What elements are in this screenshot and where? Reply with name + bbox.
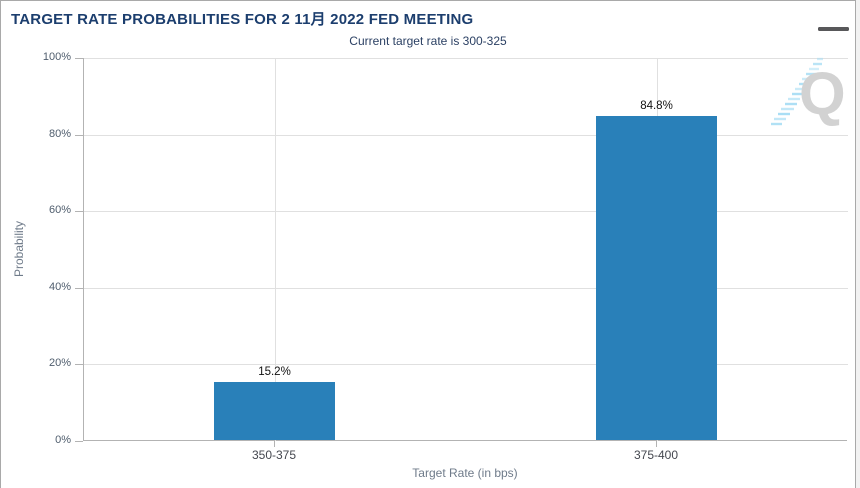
chart-title: TARGET RATE PROBABILITIES FOR 2 11月 2022…	[11, 11, 474, 28]
plot-area: 15.2% 84.8%	[75, 58, 848, 447]
y-axis-title: Probability	[12, 220, 26, 278]
hamburger-menu-icon[interactable]	[818, 14, 849, 34]
gridline	[275, 58, 276, 441]
bar-375-400[interactable]	[596, 116, 717, 440]
gridline	[84, 135, 848, 136]
y-tick	[75, 135, 83, 136]
y-tick-label-0: 0%	[55, 434, 71, 446]
chart-subtitle: Current target rate is 300-325	[349, 34, 507, 48]
y-tick-label-80: 80%	[48, 128, 71, 140]
y-tick	[75, 58, 83, 59]
gridline	[84, 211, 848, 212]
gridline	[84, 288, 848, 289]
x-axis-title: Target Rate (in bps)	[412, 466, 518, 480]
x-category-label: 375-400	[633, 448, 679, 462]
x-tick	[274, 441, 275, 447]
bar-350-375[interactable]	[214, 381, 335, 440]
y-tick	[75, 288, 83, 289]
gridline	[84, 364, 848, 365]
y-tick-label-20: 20%	[48, 357, 71, 369]
y-tick-label-100: 100%	[42, 51, 71, 63]
bar-value-label: 15.2%	[258, 365, 291, 378]
y-tick-label-60: 60%	[48, 204, 71, 216]
gridline	[84, 58, 848, 59]
y-tick	[75, 364, 83, 365]
bar-value-label: 84.8%	[640, 100, 673, 113]
hamburger-bar	[818, 26, 849, 31]
y-tick	[75, 211, 83, 212]
y-tick-label-40: 40%	[48, 281, 71, 293]
y-tick	[75, 441, 83, 442]
x-category-label: 350-375	[251, 448, 297, 462]
x-tick	[656, 441, 657, 447]
